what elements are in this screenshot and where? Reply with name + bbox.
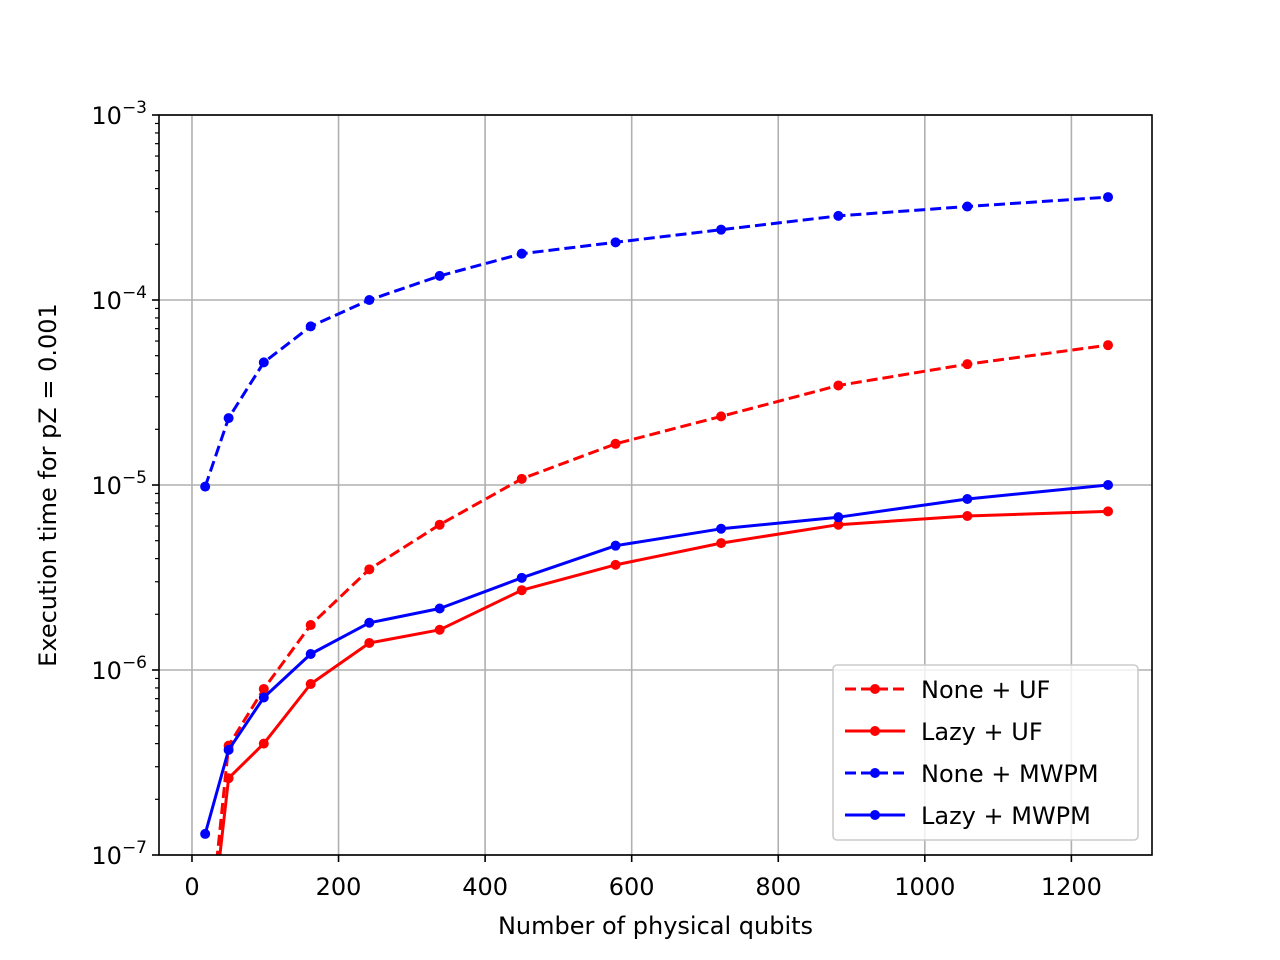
y-tick-label: 10−4 bbox=[91, 283, 147, 315]
data-point bbox=[258, 738, 269, 749]
data-point bbox=[516, 473, 527, 484]
data-point bbox=[223, 773, 234, 784]
axis-ticks: 0 200 400 600 800 1000 120010−710−610−510−410−… bbox=[91, 98, 1102, 901]
data-point bbox=[833, 380, 844, 391]
series-line bbox=[203, 483, 1109, 835]
data-point bbox=[833, 519, 844, 530]
series-layer bbox=[200, 192, 1114, 855]
x-tick-label: 200 bbox=[316, 873, 362, 901]
x-tick-label: 1200 bbox=[1041, 873, 1102, 901]
y-tick-label-exponent: −6 bbox=[122, 653, 147, 673]
legend-label: None + MWPM bbox=[921, 760, 1099, 788]
data-point bbox=[1103, 506, 1114, 517]
legend-label: Lazy + UF bbox=[921, 718, 1043, 746]
data-point bbox=[258, 357, 269, 368]
x-tick-label: 1000 bbox=[894, 873, 955, 901]
x-tick-label: 0 bbox=[184, 873, 199, 901]
data-point bbox=[610, 237, 621, 248]
data-point bbox=[610, 540, 621, 551]
data-point bbox=[716, 538, 727, 549]
legend: None + UF Lazy + UF None + MWPM Lazy + MWPM bbox=[832, 664, 1139, 841]
x-tick-label: 800 bbox=[755, 873, 801, 901]
legend-marker bbox=[870, 684, 880, 694]
y-axis-label: Execution time for pZ = 0.001 bbox=[34, 303, 62, 667]
data-point bbox=[258, 683, 269, 694]
data-point bbox=[833, 512, 844, 523]
series-line bbox=[215, 343, 1109, 855]
y-tick-label: 10−5 bbox=[91, 468, 147, 500]
data-point bbox=[305, 321, 316, 332]
data-point bbox=[434, 519, 445, 530]
data-point bbox=[1103, 480, 1114, 490]
data-point bbox=[716, 224, 727, 235]
data-point bbox=[962, 359, 973, 370]
data-point bbox=[516, 248, 527, 259]
y-tick-label-exponent: −4 bbox=[122, 283, 147, 303]
data-point bbox=[833, 210, 844, 221]
legend-label: None + UF bbox=[921, 676, 1050, 704]
data-point bbox=[962, 201, 973, 212]
data-point bbox=[962, 494, 973, 505]
data-point bbox=[305, 679, 316, 690]
x-tick-label: 400 bbox=[462, 873, 508, 901]
data-point bbox=[200, 828, 211, 839]
data-point bbox=[305, 649, 316, 660]
data-point bbox=[610, 559, 621, 570]
y-tick-label: 10−6 bbox=[91, 653, 147, 685]
x-tick-label: 600 bbox=[609, 873, 655, 901]
legend-marker bbox=[870, 810, 880, 820]
y-tick-label-base: 10 bbox=[91, 472, 122, 500]
data-point bbox=[223, 744, 234, 755]
data-point bbox=[364, 564, 375, 575]
data-point bbox=[364, 617, 375, 628]
data-point bbox=[434, 603, 445, 614]
series-line bbox=[203, 195, 1109, 488]
y-tick-label-exponent: −3 bbox=[122, 98, 147, 118]
y-tick-label-exponent: −5 bbox=[122, 468, 147, 488]
x-axis-label: Number of physical qubits bbox=[498, 912, 813, 940]
data-point bbox=[516, 585, 527, 596]
legend-marker bbox=[870, 726, 880, 736]
data-point bbox=[223, 413, 234, 424]
data-point bbox=[610, 438, 621, 449]
legend-label: Lazy + MWPM bbox=[921, 802, 1091, 830]
data-point bbox=[364, 295, 375, 305]
y-tick-label: 10−7 bbox=[91, 838, 147, 870]
data-point bbox=[1103, 340, 1114, 351]
y-tick-label-base: 10 bbox=[91, 102, 122, 130]
data-point bbox=[305, 620, 316, 631]
data-point bbox=[258, 692, 269, 703]
y-tick-label-base: 10 bbox=[91, 287, 122, 315]
series-line bbox=[218, 509, 1109, 855]
data-point bbox=[716, 411, 727, 422]
data-point bbox=[200, 481, 211, 492]
data-point bbox=[364, 637, 375, 648]
y-tick-label-exponent: −7 bbox=[122, 838, 147, 858]
data-point bbox=[516, 572, 527, 583]
data-point bbox=[434, 270, 445, 281]
y-tick-label: 10−3 bbox=[91, 98, 147, 130]
legend-box bbox=[832, 664, 1139, 841]
y-tick-label-base: 10 bbox=[91, 842, 122, 870]
legend-marker bbox=[870, 768, 880, 778]
data-point bbox=[962, 510, 973, 521]
data-point bbox=[716, 523, 727, 534]
data-point bbox=[1103, 192, 1114, 203]
y-tick-label-base: 10 bbox=[91, 657, 122, 685]
data-point bbox=[434, 624, 445, 635]
